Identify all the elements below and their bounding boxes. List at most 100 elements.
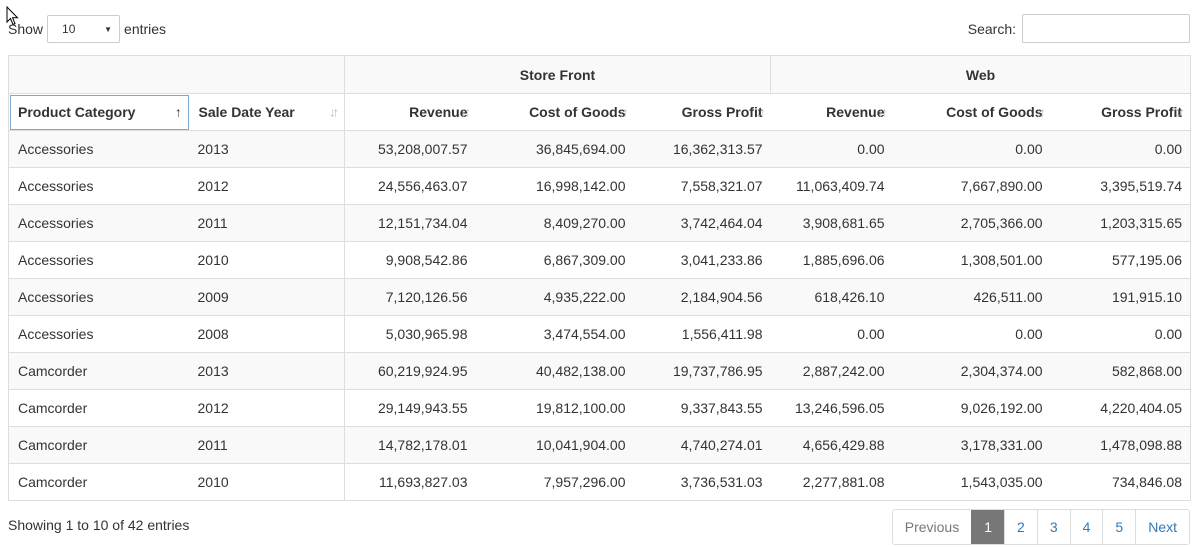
table-info: Showing 1 to 10 of 42 entries (8, 517, 190, 533)
cell-store-revenue: 29,149,943.55 (344, 389, 476, 427)
search-control: Search: (968, 13, 1190, 44)
cell-store-revenue: 7,120,126.56 (344, 278, 476, 316)
cell-product-category: Camcorder (8, 463, 190, 501)
cell-sale-date-year: 2013 (189, 130, 345, 168)
search-label: Search: (967, 20, 1016, 37)
column-header-web-revenue[interactable]: Revenue ↓↑ (770, 93, 893, 131)
cell-web-gross-profit: 3,395,519.74 (1050, 167, 1192, 205)
cell-web-cost-of-goods: 1,543,035.00 (892, 463, 1051, 501)
chevron-down-icon: ▼ (104, 24, 113, 34)
table-row: Camcorder 2012 29,149,943.55 19,812,100.00 9… (8, 389, 1192, 427)
search-input[interactable] (1022, 14, 1190, 43)
cell-web-cost-of-goods: 0.00 (892, 130, 1051, 168)
sort-both-icon: ↓↑ (329, 104, 339, 120)
cell-store-gross-profit: 9,337,843.55 (633, 389, 771, 427)
cell-store-cost-of-goods: 40,482,138.00 (475, 352, 634, 390)
column-header-store-cost-of-goods[interactable]: Cost of Goods ↓↑ (475, 93, 634, 131)
cell-store-gross-profit: 3,736,531.03 (633, 463, 771, 501)
page-button-5[interactable]: 5 (1102, 510, 1136, 544)
cell-store-revenue: 5,030,965.98 (344, 315, 476, 353)
cell-store-cost-of-goods: 4,935,222.00 (475, 278, 634, 316)
page-button-1[interactable]: 1 (971, 510, 1005, 544)
table-row: Accessories 2008 5,030,965.98 3,474,554.00 1… (8, 315, 1192, 353)
cell-web-gross-profit: 0.00 (1050, 315, 1192, 353)
page-button-4[interactable]: 4 (1069, 510, 1103, 544)
column-header-label: Gross Profit (1101, 104, 1183, 120)
column-header-store-gross-profit[interactable]: Gross Profit ↓↑ (633, 93, 771, 131)
mouse-pointer-icon (6, 6, 19, 26)
cell-store-cost-of-goods: 8,409,270.00 (475, 204, 634, 242)
pagination: Previous 1 2 3 4 5 Next (891, 509, 1190, 545)
cell-store-cost-of-goods: 6,867,309.00 (475, 241, 634, 279)
column-header-label: Gross Profit (681, 104, 763, 120)
cell-web-revenue: 0.00 (770, 315, 893, 353)
cell-web-revenue: 1,885,696.06 (770, 241, 893, 279)
cell-sale-date-year: 2011 (189, 426, 345, 464)
page-button-2[interactable]: 2 (1004, 510, 1037, 544)
sort-both-icon: ↓↑ (618, 104, 629, 120)
cell-store-cost-of-goods: 36,845,694.00 (475, 130, 634, 168)
cell-web-gross-profit: 1,478,098.88 (1050, 426, 1192, 464)
cell-store-cost-of-goods: 3,474,554.00 (475, 315, 634, 353)
next-button[interactable]: Next (1135, 510, 1189, 544)
cell-web-revenue: 2,887,242.00 (770, 352, 893, 390)
column-header-product-category[interactable]: Product Category ↑ (8, 93, 190, 131)
data-table: Store Front Web Product Category ↑ Sale … (8, 55, 1192, 501)
cell-store-gross-profit: 19,737,786.95 (633, 352, 771, 390)
cell-web-gross-profit: 582,868.00 (1050, 352, 1192, 390)
column-header-row: Product Category ↑ Sale Date Year ↓↑ Rev… (8, 93, 1192, 131)
cell-web-cost-of-goods: 3,178,331.00 (892, 426, 1051, 464)
sort-both-icon: ↓↑ (460, 104, 471, 120)
cell-product-category: Accessories (8, 278, 190, 316)
cell-product-category: Camcorder (8, 352, 190, 390)
cell-store-cost-of-goods: 16,998,142.00 (475, 167, 634, 205)
table-row: Camcorder 2010 11,693,827.03 7,957,296.00 3,… (8, 463, 1192, 501)
cell-product-category: Accessories (8, 204, 190, 242)
cell-store-gross-profit: 2,184,904.56 (633, 278, 771, 316)
column-header-label: Cost of Goods (946, 104, 1043, 120)
cell-store-gross-profit: 16,362,313.57 (633, 130, 771, 168)
table-row: Camcorder 2013 60,219,924.95 40,482,138.00 1… (8, 352, 1192, 390)
table-row: Accessories 2012 24,556,463.07 16,998,142.0… (8, 167, 1192, 205)
group-header-store-front: Store Front (343, 55, 771, 94)
cell-web-revenue: 618,426.10 (770, 278, 893, 316)
cell-web-cost-of-goods: 2,304,374.00 (892, 352, 1051, 390)
cell-store-revenue: 14,782,178.01 (344, 426, 476, 464)
column-header-label: Sale Date Year (198, 104, 295, 120)
cell-store-revenue: 60,219,924.95 (344, 352, 476, 390)
show-label: Show (8, 21, 44, 37)
cell-product-category: Accessories (8, 130, 190, 168)
group-header-empty (8, 55, 345, 94)
cell-web-gross-profit: 577,195.06 (1050, 241, 1192, 279)
cell-product-category: Accessories (8, 315, 190, 353)
table-row: Camcorder 2011 14,782,178.01 10,041,904.00 4… (8, 426, 1192, 464)
cell-store-revenue: 12,151,734.04 (344, 204, 476, 242)
cell-store-revenue: 24,556,463.07 (344, 167, 476, 205)
cell-sale-date-year: 2012 (189, 389, 345, 427)
column-header-sale-date-year[interactable]: Sale Date Year ↓↑ (189, 93, 345, 131)
cell-web-cost-of-goods: 426,511.00 (892, 278, 1051, 316)
cell-web-revenue: 11,063,409.74 (770, 167, 893, 205)
group-header-row: Store Front Web (8, 55, 1192, 94)
column-header-web-cost-of-goods[interactable]: Cost of Goods ↓↑ (892, 93, 1051, 131)
cell-product-category: Accessories (8, 167, 190, 205)
cell-store-gross-profit: 3,041,233.86 (633, 241, 771, 279)
column-header-web-gross-profit[interactable]: Gross Profit ↓↑ (1050, 93, 1192, 131)
column-header-label: Revenue (826, 104, 885, 120)
column-header-label: Product Category (18, 104, 136, 120)
page-length-select[interactable]: 10 ▼ (47, 15, 121, 43)
cell-product-category: Camcorder (8, 389, 190, 427)
cell-web-revenue: 13,246,596.05 (770, 389, 893, 427)
cell-sale-date-year: 2008 (189, 315, 345, 353)
page-button-3[interactable]: 3 (1036, 510, 1070, 544)
column-header-label: Revenue (409, 104, 468, 120)
table-row: Accessories 2010 9,908,542.86 6,867,309.00 3… (8, 241, 1192, 279)
cell-product-category: Accessories (8, 241, 190, 279)
cell-web-gross-profit: 734,846.08 (1050, 463, 1192, 501)
table-row: Accessories 2011 12,151,734.04 8,409,270.00… (8, 204, 1192, 242)
cell-web-revenue: 0.00 (770, 130, 893, 168)
sort-both-icon: ↓↑ (877, 104, 888, 120)
previous-button[interactable]: Previous (892, 510, 972, 544)
column-header-store-revenue[interactable]: Revenue ↓↑ (344, 93, 476, 131)
